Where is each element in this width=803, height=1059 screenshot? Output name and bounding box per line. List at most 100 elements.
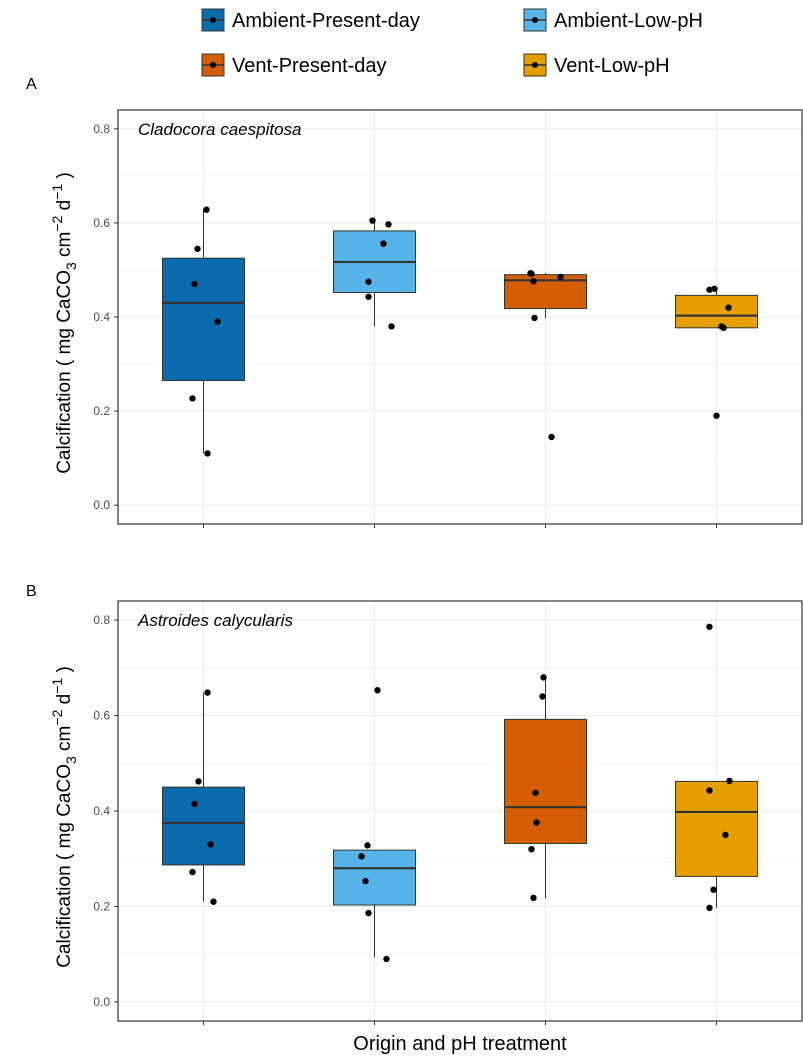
y-tick-label: 0.8 [93,613,110,627]
legend-key-dot [210,62,216,68]
data-point [388,323,395,330]
x-axis-title: Origin and pH treatment [353,1033,567,1055]
y-axis-title-part: −2 [49,709,65,725]
legend-item: Vent-Low-pH [523,53,670,77]
y-axis-title-part: d [54,200,75,216]
y-axis-title-part: ) [54,666,75,678]
panel-tag: A [26,76,37,93]
data-point [380,240,387,247]
panel-a: A 0.0 0.2 0.4 0.6 0.8 Cladocora caespitosa Calc… [26,76,803,528]
data-point [722,831,729,839]
box-ambient-low-ph [333,687,416,963]
y-axis-title-part: Calcification ( mg CaCO [54,270,75,474]
data-point [364,842,371,849]
box-iqr [504,718,587,844]
data-point [548,433,555,441]
legend-key-dot [210,17,216,23]
panel-b: B 0.0 0.2 0.4 0.6 0.8 Astroides calycularis Cal… [26,583,803,1025]
data-point [207,841,214,848]
y-tick-label: 0.6 [93,709,110,723]
box-iqr [675,780,758,877]
box-iqr [675,294,758,329]
data-point [539,693,546,700]
data-point [374,687,381,694]
panel-border [117,109,803,525]
y-axis-title: Calcification ( mg CaCO3 cm−2 d−1 ) [49,172,79,474]
data-point [557,273,564,281]
data-point [358,853,365,860]
panel-species-title: Cladocora caespitosa [138,120,301,139]
y-axis-title-part: ) [54,172,75,184]
legend-item: Ambient-Low-pH [523,8,703,32]
data-point [713,412,720,419]
box-vent-low-ph [675,623,758,912]
data-point [726,777,733,785]
y-tick-label: 0.2 [93,404,110,418]
data-point [540,674,547,681]
box-vent-low-ph [675,285,758,419]
y-axis-title-part: cm [54,726,75,757]
y-axis-title-part: 3 [63,756,79,764]
data-point [203,206,210,213]
data-point [204,450,211,457]
y-tick-label: 0.2 [93,899,110,913]
data-point [706,904,713,912]
data-point [528,845,535,853]
box-ambient-low-ph [333,217,416,330]
data-point [530,894,537,902]
y-tick-label: 0.0 [93,995,110,1009]
y-tick-label: 0.8 [93,122,110,136]
box-ambient-present-day [162,206,245,457]
data-point [383,955,390,963]
box-vent-present-day [504,674,587,902]
legend-item: Ambient-Present-day [201,8,420,32]
data-point [365,278,372,285]
y-tick-label: 0.0 [93,498,110,512]
legend-item: Vent-Present-day [201,53,387,77]
data-point [191,800,198,808]
data-point [706,623,713,630]
data-point [720,324,727,332]
data-point [385,221,392,228]
data-point [214,318,221,325]
data-point [711,285,718,292]
y-axis-title-part: d [54,694,75,710]
data-point [369,217,376,224]
y-axis-title-part: 3 [63,262,79,270]
panel-species-title: Astroides calycularis [137,611,293,630]
data-point [710,886,717,893]
data-point [210,898,217,905]
legend-label: Vent-Present-day [232,55,387,77]
data-point [528,270,535,277]
y-axis-title-part: Calcification ( mg CaCO [54,764,75,968]
data-point [191,280,198,288]
box-iqr [162,786,245,866]
y-tick-label: 0.6 [93,216,110,230]
data-point [189,868,196,876]
legend: Ambient-Present-day Ambient-Low-pH Vent-Pr… [201,8,703,77]
legend-label: Vent-Low-pH [554,55,670,77]
y-axis-title-part: cm [54,232,75,263]
data-point [706,286,713,293]
data-point [532,789,539,797]
data-point [531,314,538,322]
data-point [533,819,540,826]
data-point [365,293,372,300]
data-point [706,787,713,794]
legend-label: Ambient-Low-pH [554,10,703,32]
data-point [725,304,732,311]
y-axis-title-part: −1 [49,678,65,694]
data-point [530,278,537,285]
data-point [365,909,372,917]
data-point [362,877,369,885]
legend-label: Ambient-Present-day [232,10,420,32]
box-iqr [162,257,245,382]
data-point [204,689,211,696]
data-point [189,395,196,402]
box-iqr [333,849,416,906]
y-tick-label: 0.4 [93,310,110,324]
y-axis-title-part: −2 [49,215,65,231]
box-vent-present-day [504,270,587,441]
y-axis-title-part: −1 [49,184,65,200]
panel-border [117,600,803,1022]
